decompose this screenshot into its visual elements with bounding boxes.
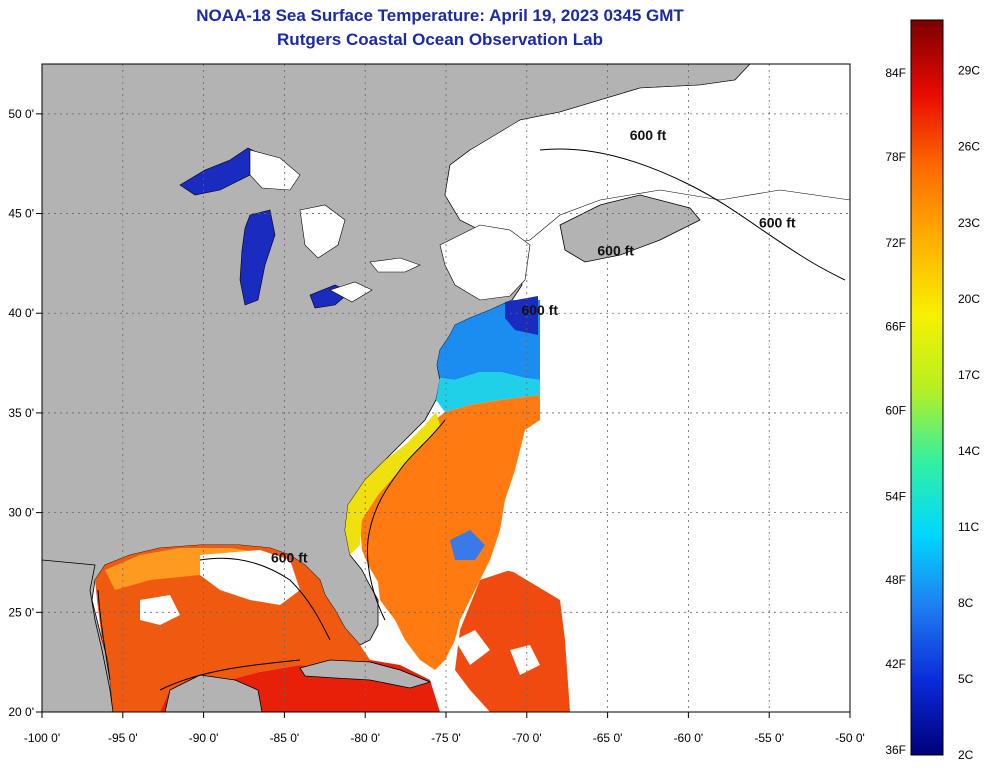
y-tick-label: 30 0' bbox=[8, 506, 34, 520]
y-tick-label: 40 0' bbox=[8, 306, 34, 320]
sst-atlantic-cool bbox=[436, 372, 540, 412]
sst-carolina-shelf bbox=[345, 412, 440, 555]
colorbar-f-label: 78F bbox=[885, 150, 906, 164]
isobath-600ft bbox=[97, 148, 846, 691]
x-tick-label: -60 0' bbox=[674, 731, 704, 745]
colorbar-c-label: 23C bbox=[958, 216, 980, 230]
x-tick-label: -85 0' bbox=[270, 731, 300, 745]
colorbar-f-label: 42F bbox=[885, 657, 906, 671]
x-tick-label: -80 0' bbox=[350, 731, 380, 745]
cloud-maine bbox=[439, 224, 531, 301]
sst-cold-eddy bbox=[450, 530, 485, 560]
y-tick-label: 50 0' bbox=[8, 107, 34, 121]
x-tick-label: -95 0' bbox=[108, 731, 138, 745]
x-tick-label: -55 0' bbox=[754, 731, 784, 745]
land-mexico-coast bbox=[42, 559, 114, 712]
isobath-label: 600 ft bbox=[521, 302, 558, 318]
lake-ontario bbox=[369, 257, 421, 273]
x-tick-label: -50 0' bbox=[835, 731, 865, 745]
colorbar-f-label: 72F bbox=[885, 236, 906, 250]
lake-superior-cloud bbox=[249, 149, 301, 191]
colorbar-f-label: 66F bbox=[885, 320, 906, 334]
y-tick-label: 45 0' bbox=[8, 207, 34, 221]
x-tick-label: -75 0' bbox=[431, 731, 461, 745]
isobath-label: 600 ft bbox=[597, 242, 634, 258]
sst-gulf-of-mexico bbox=[95, 545, 370, 712]
colorbar-f-label: 36F bbox=[885, 743, 906, 757]
map-title: NOAA-18 Sea Surface Temperature: April 1… bbox=[196, 6, 684, 25]
lake-michigan bbox=[239, 209, 276, 306]
lake-erie-cloud bbox=[329, 281, 373, 303]
sst-cloud-patches-atlantic bbox=[455, 530, 540, 675]
land-cuba bbox=[299, 659, 432, 689]
map-subtitle: Rutgers Coastal Ocean Observation Lab bbox=[277, 30, 603, 49]
graticule bbox=[42, 64, 850, 712]
colorbar-c-label: 29C bbox=[958, 64, 980, 78]
colorbar-f-label: 84F bbox=[885, 66, 906, 80]
land-nova-scotia bbox=[559, 194, 701, 263]
colorbar-c-label: 26C bbox=[958, 140, 980, 154]
colorbar-c-label: 14C bbox=[958, 444, 980, 458]
x-tick-label: -70 0' bbox=[512, 731, 542, 745]
colorbar-c-label: 17C bbox=[958, 368, 980, 382]
colorbar bbox=[910, 19, 944, 756]
x-tick-label: -65 0' bbox=[593, 731, 623, 745]
colorbar-c-label: 5C bbox=[958, 672, 974, 686]
x-tick-label: -100 0' bbox=[24, 731, 60, 745]
x-tick-label: -90 0' bbox=[189, 731, 219, 745]
sst-south-atlantic bbox=[455, 570, 570, 712]
colorbar-c-label: 11C bbox=[958, 520, 979, 534]
isobath-label: 600 ft bbox=[630, 127, 667, 143]
colorbar-f-label: 60F bbox=[885, 403, 906, 417]
isobath-label: 600 ft bbox=[759, 214, 796, 230]
sst-gulf-of-maine-cold bbox=[505, 296, 538, 335]
colorbar-f-label: 48F bbox=[885, 573, 906, 587]
colorbar-c-label: 2C bbox=[958, 748, 974, 762]
isobath-label: 600 ft bbox=[271, 549, 308, 565]
sst-gulf-clouds bbox=[140, 550, 300, 625]
y-tick-label: 20 0' bbox=[8, 705, 34, 719]
y-tick-label: 25 0' bbox=[8, 605, 34, 619]
y-tick-label: 35 0' bbox=[8, 406, 34, 420]
colorbar-c-label: 8C bbox=[958, 596, 974, 610]
colorbar-f-label: 54F bbox=[885, 489, 906, 503]
lake-huron bbox=[299, 204, 346, 259]
colorbar-c-label: 20C bbox=[958, 292, 980, 306]
